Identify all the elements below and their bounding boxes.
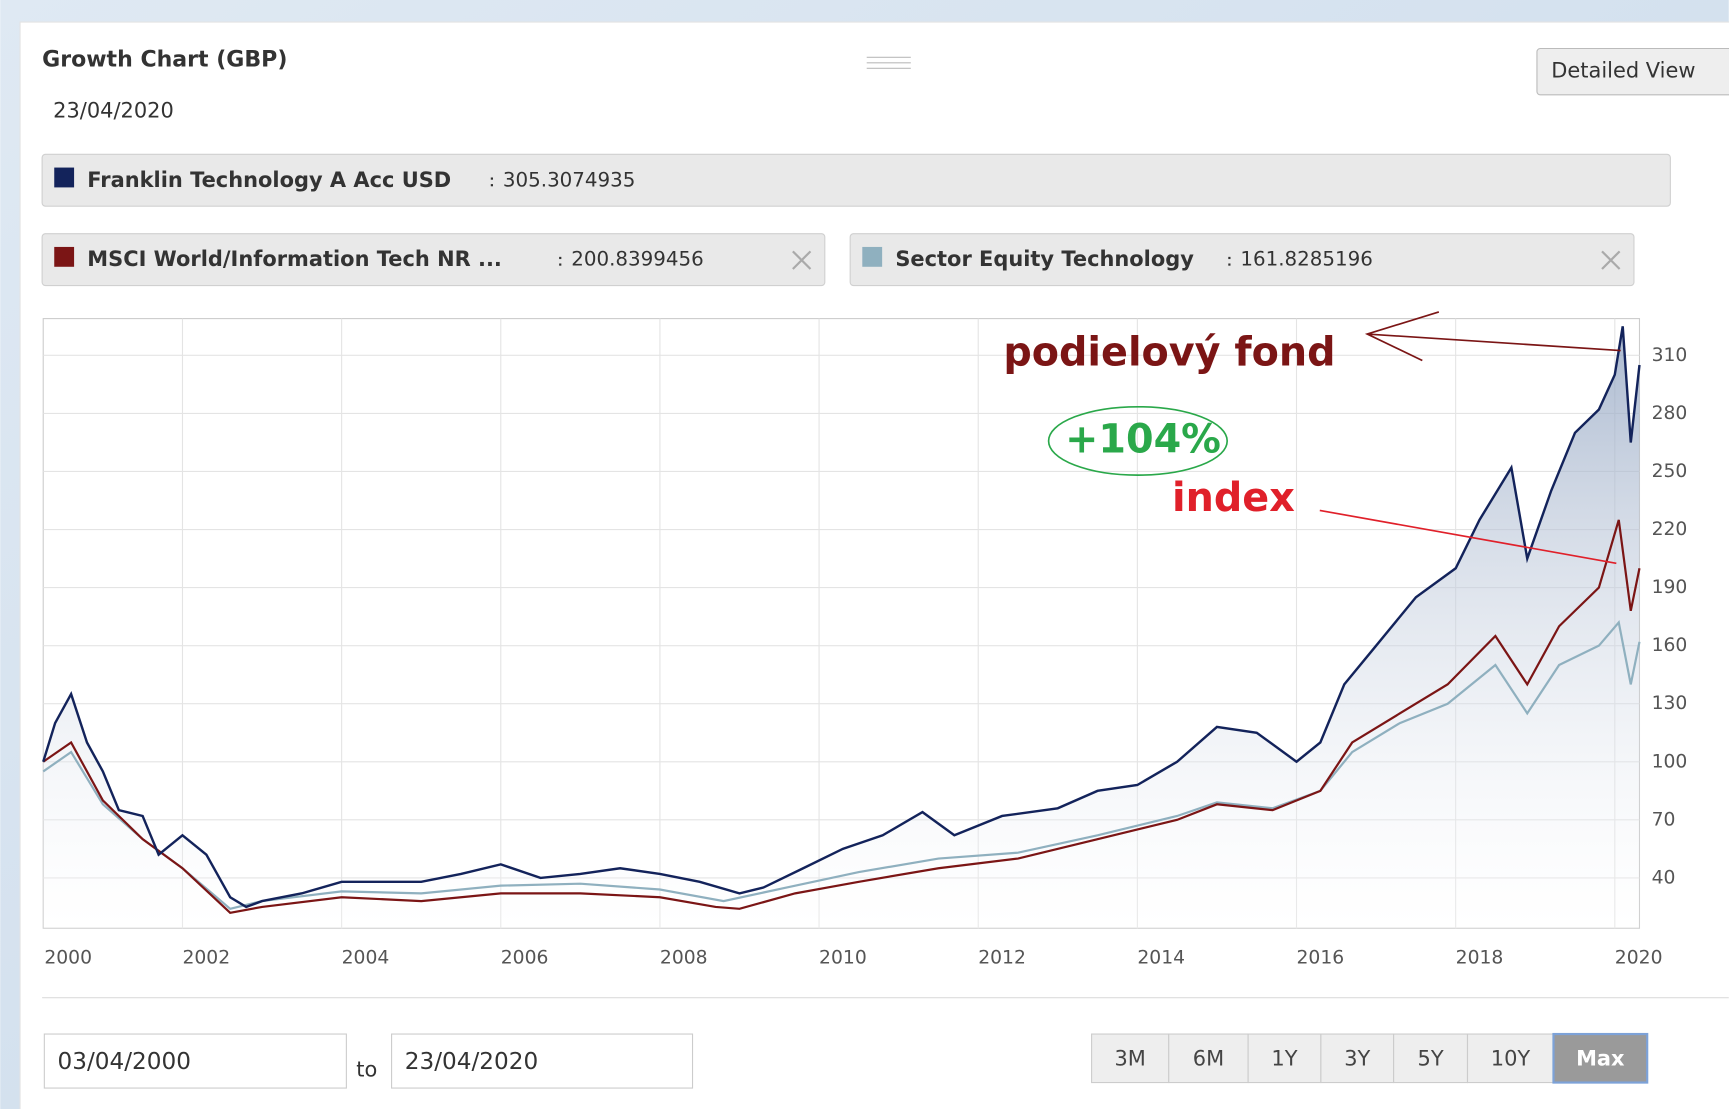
y-tick-label: 160 — [1652, 635, 1688, 656]
annotation: +104% — [1065, 417, 1221, 463]
range-label: 1Y — [1271, 1046, 1297, 1070]
legend-value: 161.8285196 — [1240, 248, 1372, 271]
annotation: index — [1172, 475, 1295, 521]
range-label: 5Y — [1418, 1046, 1444, 1070]
range-label: 10Y — [1491, 1046, 1531, 1070]
x-tick-label: 2014 — [1137, 947, 1185, 968]
range-button[interactable] — [1247, 1033, 1322, 1084]
legend-box — [849, 233, 1635, 287]
range-button[interactable] — [1091, 1033, 1170, 1084]
y-tick-label: 130 — [1652, 693, 1688, 714]
x-tick-label: 2016 — [1297, 947, 1345, 968]
legend-swatch — [862, 246, 883, 267]
title: Growth Chart (GBP) — [42, 48, 287, 73]
y-tick-label: 280 — [1652, 403, 1688, 424]
from-input[interactable] — [43, 1033, 347, 1089]
legend-name: Sector Equity Technology — [895, 247, 1194, 271]
legend-name: MSCI World/Information Tech NR ... — [87, 247, 502, 271]
colon-dot — [490, 177, 493, 180]
range-button[interactable] — [1393, 1033, 1469, 1084]
remove-icon[interactable] — [1601, 250, 1621, 270]
legend-name: Franklin Technology A Acc USD — [87, 168, 451, 192]
colon-dot — [1228, 263, 1231, 266]
to-input[interactable] — [391, 1033, 694, 1089]
x-tick-label: 2020 — [1615, 947, 1663, 968]
range-label: Max — [1576, 1046, 1625, 1070]
x-tick-label: 2002 — [182, 947, 230, 968]
legend: Franklin Technology A Acc USD 305.3074935… — [41, 153, 1671, 287]
x-tick-label: 2004 — [342, 947, 390, 968]
date: 23/04/2020 — [53, 98, 174, 122]
legend-box — [41, 153, 1671, 207]
colon-dot — [490, 184, 493, 187]
range-button[interactable] — [1552, 1032, 1649, 1084]
y-tick-label: 310 — [1652, 345, 1688, 366]
range-button[interactable] — [1168, 1033, 1249, 1084]
to-label: to — [356, 1057, 377, 1081]
range-buttons: 3M 6M 1Y 3Y 5Y 10Y Max — [1091, 1032, 1649, 1084]
y-tick-label: 40 — [1652, 867, 1676, 888]
detailed-view-label: Detailed View — [1551, 59, 1695, 83]
range-button[interactable] — [1466, 1033, 1555, 1084]
legend-value: 305.3074935 — [503, 168, 635, 191]
area — [43, 326, 1640, 929]
line — [42, 519, 1641, 914]
y-tick-label: 100 — [1652, 751, 1688, 772]
x-tick-label: 2008 — [660, 947, 708, 968]
legend-box — [41, 233, 826, 287]
range-label: 3M — [1114, 1046, 1145, 1070]
y-tick-label: 70 — [1652, 809, 1676, 830]
x-tick-label: 2012 — [978, 947, 1026, 968]
range-label: 3Y — [1344, 1046, 1370, 1070]
x-tick-label: 2000 — [44, 947, 92, 968]
y-tick-label: 190 — [1652, 577, 1688, 598]
remove-icon[interactable] — [792, 250, 812, 270]
to-value: 23/04/2020 — [405, 1049, 538, 1075]
y-tick-label: 250 — [1652, 461, 1688, 482]
colon-dot — [559, 256, 562, 260]
detailed-view-button[interactable] — [1536, 47, 1729, 96]
annotation-arrows — [1047, 311, 1621, 565]
legend-swatch — [54, 246, 75, 267]
legend-value: 200.8399456 — [571, 248, 703, 271]
range-button[interactable] — [1320, 1033, 1395, 1084]
x-tick-label: 2010 — [819, 947, 867, 968]
from-value: 03/04/2000 — [58, 1049, 191, 1075]
line — [42, 619, 1641, 911]
legend-swatch — [54, 167, 75, 188]
colon-dot — [1228, 256, 1231, 260]
annotation: podielový fond — [1003, 329, 1335, 375]
line — [42, 326, 1641, 909]
colon-dot — [559, 263, 562, 266]
x-tick-label: 2006 — [501, 947, 549, 968]
range-label: 6M — [1193, 1046, 1224, 1070]
y-tick-label: 220 — [1652, 519, 1688, 540]
x-tick-label: 2018 — [1456, 947, 1504, 968]
drag-handle[interactable] — [866, 56, 911, 69]
plot: 40 70 100 130 160 190 220 250 280 310 2000 2002 2004… — [42, 318, 1688, 968]
